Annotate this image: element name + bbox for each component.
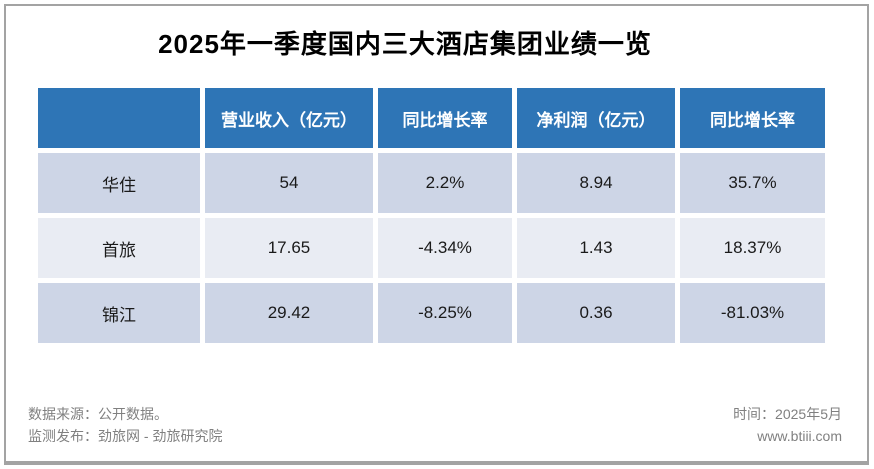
cell-company: 华住 — [38, 153, 200, 213]
table-header-row: 营业收入（亿元） 同比增长率 净利润（亿元） 同比增长率 — [38, 88, 825, 148]
cell-revenue-yoy: 2.2% — [378, 153, 512, 213]
cell-net-profit: 8.94 — [517, 153, 675, 213]
website-text: www.btiii.com — [757, 428, 842, 444]
header-cell-profit-yoy: 同比增长率 — [680, 88, 825, 148]
cell-net-profit: 1.43 — [517, 218, 675, 278]
table-row: 华住 54 2.2% 8.94 35.7% — [38, 153, 825, 213]
header-cell-company — [38, 88, 200, 148]
hotel-performance-table: 营业收入（亿元） 同比增长率 净利润（亿元） 同比增长率 华住 54 2.2% … — [33, 83, 830, 348]
cell-company: 锦江 — [38, 283, 200, 343]
header-cell-revenue: 营业收入（亿元） — [205, 88, 373, 148]
publisher-text: 监测发布：劲旅网 - 劲旅研究院 — [28, 428, 223, 444]
table-row: 首旅 17.65 -4.34% 1.43 18.37% — [38, 218, 825, 278]
cell-profit-yoy: -81.03% — [680, 283, 825, 343]
cell-profit-yoy: 35.7% — [680, 153, 825, 213]
cell-revenue: 54 — [205, 153, 373, 213]
cell-revenue-yoy: -8.25% — [378, 283, 512, 343]
header-cell-revenue-yoy: 同比增长率 — [378, 88, 512, 148]
header-cell-net-profit: 净利润（亿元） — [517, 88, 675, 148]
cell-revenue: 29.42 — [205, 283, 373, 343]
cell-net-profit: 0.36 — [517, 283, 675, 343]
page-title: 2025年一季度国内三大酒店集团业绩一览 — [158, 29, 652, 59]
report-time-text: 时间：2025年5月 — [733, 406, 842, 422]
footer-source-block: 数据来源：公开数据。 监测发布：劲旅网 - 劲旅研究院 — [28, 403, 222, 447]
cell-revenue-yoy: -4.34% — [378, 218, 512, 278]
footer-meta-block: 时间：2025年5月 www.btiii.com — [733, 403, 842, 447]
table-row: 锦江 29.42 -8.25% 0.36 -81.03% — [38, 283, 825, 343]
data-source-text: 数据来源：公开数据。 — [28, 406, 168, 422]
cell-company: 首旅 — [38, 218, 200, 278]
cell-revenue: 17.65 — [205, 218, 373, 278]
cell-profit-yoy: 18.37% — [680, 218, 825, 278]
